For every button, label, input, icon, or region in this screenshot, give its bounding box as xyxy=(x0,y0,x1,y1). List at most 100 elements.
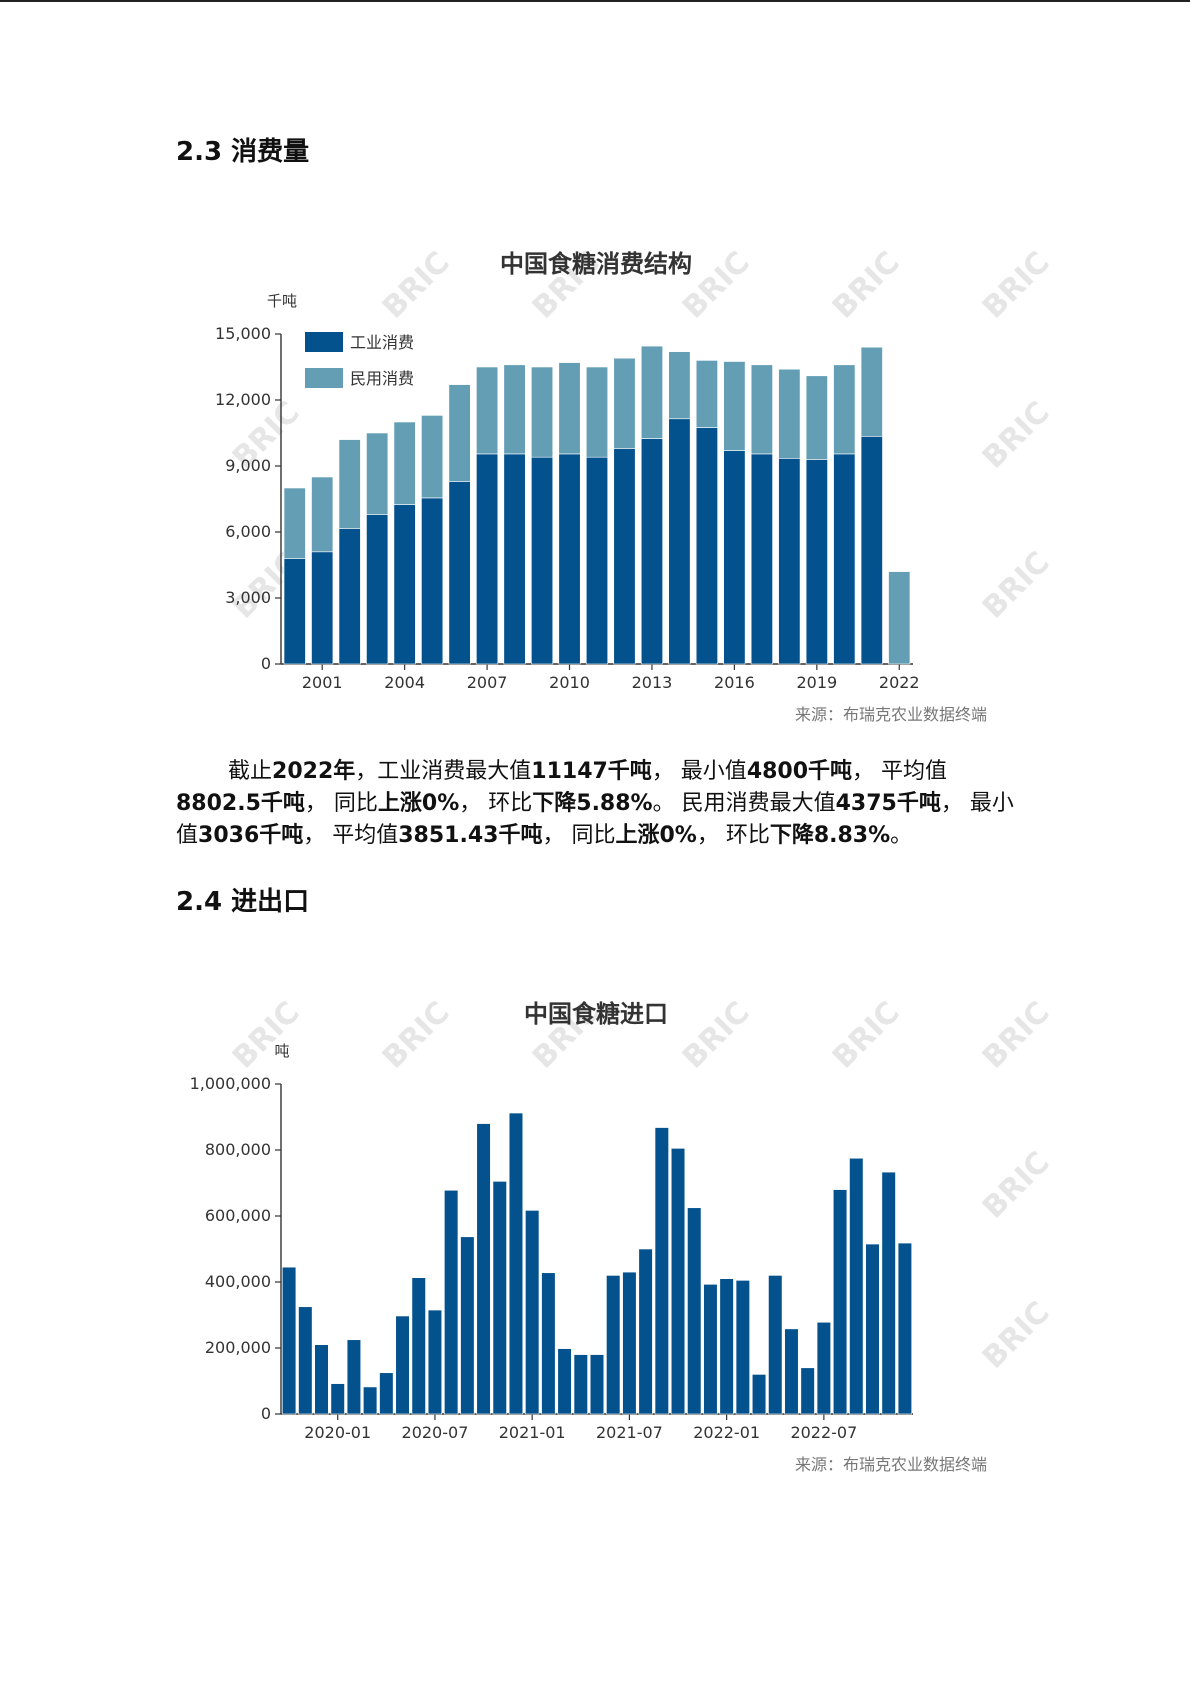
summary-text: ， 环比 xyxy=(696,823,770,848)
bar-segment xyxy=(723,361,746,451)
bar-segment xyxy=(703,1284,718,1415)
x-tick-label: 2007 xyxy=(467,673,508,692)
bar-segment xyxy=(298,1306,313,1415)
y-tick-label: 400,000 xyxy=(205,1272,271,1291)
bar-segment xyxy=(476,453,499,665)
bar-segment xyxy=(541,1272,556,1415)
watermark: BRIC xyxy=(826,245,907,326)
watermark: BRIC xyxy=(976,995,1057,1076)
watermark: BRIC xyxy=(376,995,457,1076)
bar-segment xyxy=(751,1374,767,1415)
watermark: BRIC xyxy=(976,395,1057,476)
bar-segment xyxy=(849,1157,864,1415)
sugar-import-chart: BRIC BRIC BRIC BRIC BRIC BRIC BRIC BRIC … xyxy=(190,995,1057,1474)
summary-text: ， 最小值 xyxy=(651,759,747,784)
bar-segment xyxy=(531,366,554,458)
y-tick-label: 800,000 xyxy=(205,1140,271,1159)
summary-value: 3851.43千吨 xyxy=(398,823,543,848)
bar-segment xyxy=(346,1339,362,1415)
bar-segment xyxy=(865,1243,880,1415)
watermark: BRIC xyxy=(976,1145,1057,1226)
summary-value: 上涨0% xyxy=(377,791,460,816)
bar-segment xyxy=(723,450,746,665)
bar-segment xyxy=(379,1372,394,1415)
x-tick-label: 2021-01 xyxy=(499,1423,566,1442)
legend-label-civil: 民用消费 xyxy=(350,369,414,388)
summary-value: 下降5.88% xyxy=(532,791,653,816)
chart-title: 中国食糖消费结构 xyxy=(500,250,692,278)
bar-segment xyxy=(492,1181,507,1415)
x-tick-label: 2016 xyxy=(714,673,755,692)
summary-text: 。 民用消费最大值 xyxy=(652,791,836,816)
bar-segment xyxy=(888,571,911,665)
bar-segment xyxy=(448,384,471,482)
legend: 工业消费 民用消费 xyxy=(305,332,414,388)
bar-segment xyxy=(427,1309,443,1415)
bar-segment xyxy=(881,1171,896,1415)
bar-segment xyxy=(421,497,444,665)
bar-segment xyxy=(338,439,361,530)
bar-segment xyxy=(833,453,856,665)
summary-text: ， 同比 xyxy=(304,791,378,816)
x-tick-label: 2010 xyxy=(549,673,590,692)
bar-segment xyxy=(503,453,526,665)
sugar-consumption-chart: BRIC BRIC BRIC BRIC BRIC BRIC BRIC BRIC … xyxy=(215,245,1057,724)
x-tick-label: 2020-01 xyxy=(304,1423,371,1442)
bar-segment xyxy=(531,456,554,665)
bar-segment xyxy=(860,436,883,665)
x-tick-label: 2004 xyxy=(384,673,425,692)
bar-segment xyxy=(613,448,636,665)
bar-segment xyxy=(338,528,361,665)
bar-segment xyxy=(363,1386,378,1415)
y-tick-label: 9,000 xyxy=(225,456,271,475)
bar-segment xyxy=(768,1275,783,1415)
bar-segment xyxy=(393,421,416,505)
summary-value: 11147千吨 xyxy=(531,759,652,784)
bar-segment xyxy=(613,357,636,449)
summary-text: ， 同比 xyxy=(542,823,616,848)
bar-segment xyxy=(816,1321,831,1415)
bar-segment xyxy=(503,364,526,455)
bar-segment xyxy=(444,1189,459,1415)
bar-segment xyxy=(366,432,389,515)
bar-segment xyxy=(719,1278,734,1415)
bar-segment xyxy=(525,1210,540,1415)
bar-segment xyxy=(735,1280,750,1415)
bar-segment xyxy=(833,364,856,455)
bar-segment xyxy=(311,551,334,665)
summary-text: ， 环比 xyxy=(459,791,533,816)
watermark: BRIC xyxy=(976,1295,1057,1376)
summary-text: ， 平均值 xyxy=(303,823,399,848)
watermark: BRIC xyxy=(676,995,757,1076)
bar-segment xyxy=(558,453,581,665)
bar-segment xyxy=(778,368,801,459)
bar-segment xyxy=(476,366,499,455)
x-tick-label: 2019 xyxy=(796,673,837,692)
y-axis: 0 3,000 6,000 9,000 12,000 15,000 xyxy=(215,324,281,673)
bar-segment xyxy=(395,1315,410,1415)
bar-segment xyxy=(283,487,306,559)
bar-segment xyxy=(668,351,691,420)
legend-swatch-civil xyxy=(305,368,343,388)
x-tick-label: 2001 xyxy=(302,673,343,692)
bar-segment xyxy=(784,1328,799,1415)
summary-text: ， 最小值 xyxy=(176,791,1014,848)
bar-segment xyxy=(622,1271,637,1415)
y-tick-label: 1,000,000 xyxy=(190,1074,271,1093)
bar-segment xyxy=(668,418,691,665)
bar-segment xyxy=(606,1275,621,1415)
summary-text: 截止 xyxy=(228,759,273,784)
bar-segment xyxy=(860,346,883,437)
bar-segment xyxy=(411,1277,426,1415)
summary-value: 4375千吨 xyxy=(835,791,941,816)
y-tick-label: 0 xyxy=(261,654,271,673)
y-tick-label: 6,000 xyxy=(225,522,271,541)
bar-segment xyxy=(330,1383,345,1415)
bar-segment xyxy=(393,504,416,665)
x-tick-label: 2022 xyxy=(879,673,920,692)
bar-segment xyxy=(897,1242,913,1415)
x-axis: 2001 2004 2007 2010 2013 2016 2019 2022 xyxy=(302,664,920,692)
source-note: 来源：布瑞克农业数据终端 xyxy=(795,705,987,724)
bar-segment xyxy=(695,427,718,665)
y-tick-label: 200,000 xyxy=(205,1338,271,1357)
